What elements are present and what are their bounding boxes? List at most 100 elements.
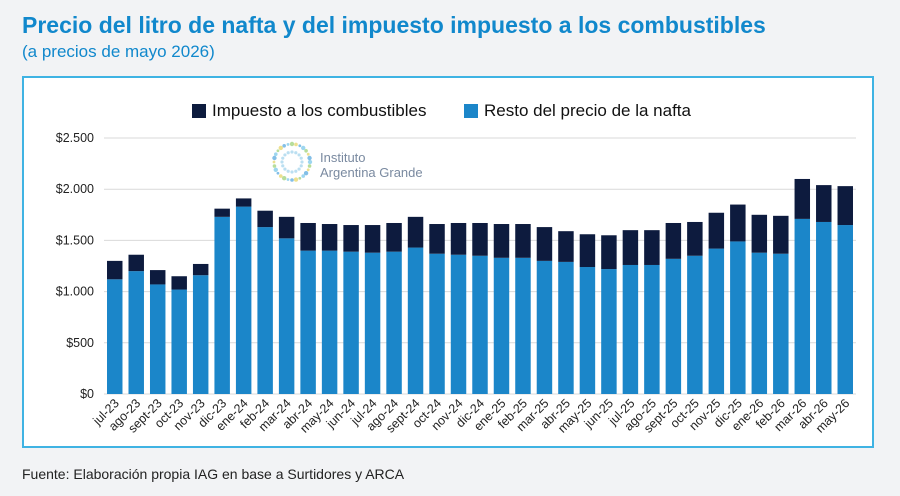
iag-logo: Instituto Argentina Grande bbox=[272, 141, 423, 182]
bar-resto bbox=[708, 248, 725, 394]
logo-dot bbox=[289, 141, 295, 147]
logo-dot bbox=[283, 167, 287, 171]
logo-dot bbox=[286, 178, 290, 181]
bar-impuesto bbox=[730, 204, 746, 242]
bar-resto bbox=[214, 216, 230, 394]
bars bbox=[107, 178, 853, 394]
bar-resto bbox=[558, 261, 574, 394]
bar-resto bbox=[278, 238, 295, 394]
bar-impuesto bbox=[558, 231, 574, 262]
bar-resto bbox=[235, 206, 252, 394]
logo-dot bbox=[299, 156, 303, 160]
stacked-bar-chart: Impuesto a los combustibles Resto del pr… bbox=[56, 101, 856, 436]
bar-resto bbox=[837, 225, 853, 394]
logo-dot bbox=[306, 168, 310, 172]
bar-resto bbox=[794, 218, 811, 394]
bar-impuesto bbox=[171, 276, 187, 290]
logo-dot bbox=[298, 144, 302, 148]
bar-resto bbox=[149, 284, 166, 394]
bar-resto bbox=[321, 250, 338, 394]
bar-impuesto bbox=[343, 225, 359, 252]
logo-dot bbox=[307, 155, 312, 161]
bar-impuesto bbox=[601, 235, 617, 270]
logo-text-line2: Argentina Grande bbox=[320, 165, 423, 180]
logo-dot bbox=[290, 178, 294, 182]
bar-resto bbox=[128, 271, 144, 394]
logo-dot bbox=[282, 143, 286, 148]
logo-dot bbox=[301, 145, 306, 151]
bar-impuesto bbox=[429, 224, 445, 254]
logo-dot bbox=[294, 151, 298, 155]
logo-dot bbox=[290, 170, 294, 174]
bar-impuesto bbox=[665, 222, 682, 259]
logo-dot bbox=[281, 164, 285, 168]
bar-impuesto bbox=[751, 214, 768, 253]
bar-impuesto bbox=[278, 216, 295, 239]
logo-dot bbox=[304, 148, 308, 153]
bar-resto bbox=[622, 264, 639, 394]
y-tick-label: $1.500 bbox=[56, 233, 94, 247]
logo-dot bbox=[298, 176, 302, 180]
logo-dot bbox=[283, 153, 287, 157]
legend-swatch-resto bbox=[464, 104, 478, 118]
bar-impuesto bbox=[794, 178, 811, 219]
bar-resto bbox=[751, 252, 768, 394]
bar-resto bbox=[407, 247, 424, 394]
logo-dot bbox=[300, 160, 304, 164]
bar-resto bbox=[687, 255, 703, 394]
chart-title: Precio del litro de nafta y del impuesto… bbox=[22, 12, 766, 38]
bar-impuesto bbox=[515, 224, 531, 258]
logo-dot bbox=[280, 160, 284, 164]
bar-resto bbox=[300, 250, 316, 394]
bar-impuesto bbox=[493, 224, 510, 258]
chart-subtitle: (a precios de mayo 2026) bbox=[22, 42, 215, 61]
bar-resto bbox=[816, 221, 832, 394]
bar-impuesto bbox=[816, 185, 832, 222]
source-note: Fuente: Elaboración propia IAG en base a… bbox=[22, 466, 405, 482]
bar-impuesto bbox=[257, 210, 273, 228]
bar-impuesto bbox=[300, 222, 316, 251]
bar-resto bbox=[773, 253, 789, 394]
logo-dot bbox=[278, 174, 283, 178]
logo-dot bbox=[286, 151, 290, 155]
logo-text-line1: Instituto bbox=[320, 150, 366, 165]
bar-resto bbox=[644, 264, 660, 394]
logo-dot bbox=[294, 142, 298, 147]
logo-dot bbox=[272, 160, 276, 164]
logo-dot bbox=[301, 174, 306, 178]
logo-dot bbox=[297, 167, 301, 171]
bar-impuesto bbox=[472, 222, 488, 256]
legend-label-resto: Resto del precio de la nafta bbox=[484, 101, 692, 120]
y-axis: $0 $500 $1.000 $1.500 $2.000 $2.500 bbox=[56, 131, 94, 401]
logo-dot bbox=[293, 177, 299, 182]
logo-dot bbox=[290, 150, 294, 154]
bar-resto bbox=[450, 254, 467, 394]
logo-dot bbox=[276, 149, 280, 153]
bar-impuesto bbox=[107, 260, 123, 280]
bar-impuesto bbox=[214, 208, 230, 217]
logo-dot bbox=[303, 171, 309, 176]
logo-dot bbox=[272, 164, 277, 168]
bar-resto bbox=[601, 269, 617, 394]
y-tick-label: $0 bbox=[80, 387, 94, 401]
logo-dot bbox=[281, 176, 287, 181]
bar-resto bbox=[171, 289, 187, 394]
logo-dot bbox=[297, 153, 301, 157]
logo-dot bbox=[286, 143, 290, 146]
logo-dot bbox=[286, 169, 290, 173]
chart-frame: Impuesto a los combustibles Resto del pr… bbox=[22, 76, 874, 448]
logo-dot bbox=[307, 159, 313, 165]
bar-resto bbox=[472, 255, 488, 394]
bar-impuesto bbox=[773, 215, 789, 254]
bar-impuesto bbox=[192, 263, 209, 276]
legend: Impuesto a los combustibles Resto del pr… bbox=[192, 101, 692, 120]
bar-impuesto bbox=[708, 212, 725, 249]
logo-dot bbox=[294, 169, 298, 173]
y-tick-label: $2.000 bbox=[56, 182, 94, 196]
bar-resto bbox=[343, 251, 359, 394]
bar-impuesto bbox=[644, 230, 660, 265]
bar-resto bbox=[257, 227, 273, 394]
bar-impuesto bbox=[235, 198, 252, 207]
logo-dot bbox=[307, 164, 312, 168]
bar-impuesto bbox=[386, 222, 402, 252]
